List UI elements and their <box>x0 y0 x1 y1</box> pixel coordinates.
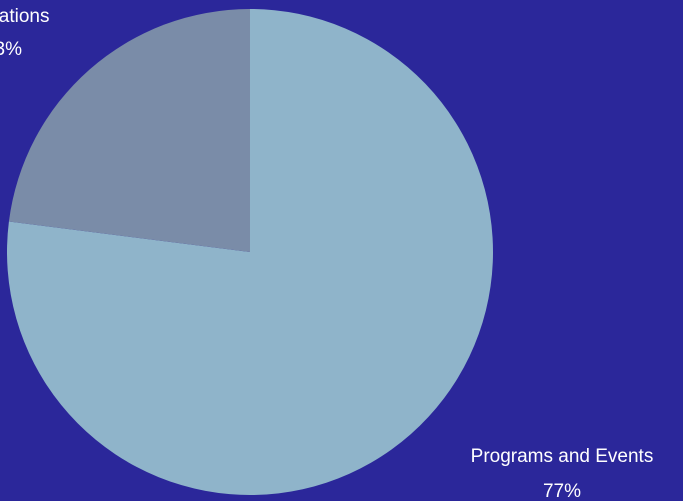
pie-slice-programs-and-events <box>7 9 493 495</box>
pie-slice-operations <box>8 9 251 252</box>
slice-label-programs-and-events: Programs and Events <box>471 446 654 467</box>
slice-label-operations: Operations <box>0 6 49 27</box>
slice-percent-operations: 23% <box>0 39 22 60</box>
slice-percent-programs-and-events: 77% <box>543 481 581 501</box>
